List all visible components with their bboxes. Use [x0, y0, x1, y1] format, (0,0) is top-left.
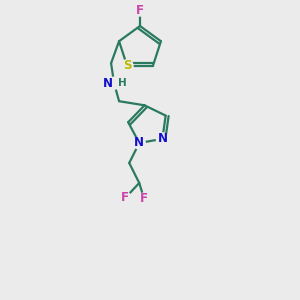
- Circle shape: [119, 192, 131, 204]
- Circle shape: [133, 137, 145, 149]
- Circle shape: [138, 193, 150, 205]
- Circle shape: [134, 4, 146, 16]
- Text: F: F: [136, 4, 144, 16]
- Text: F: F: [121, 191, 129, 205]
- Circle shape: [121, 60, 133, 72]
- Text: F: F: [140, 193, 148, 206]
- Text: N: N: [134, 136, 144, 149]
- Circle shape: [108, 77, 120, 89]
- Text: H: H: [118, 78, 127, 88]
- Text: N: N: [103, 77, 113, 90]
- Text: S: S: [123, 59, 131, 72]
- Text: N: N: [158, 132, 167, 146]
- Circle shape: [156, 133, 168, 145]
